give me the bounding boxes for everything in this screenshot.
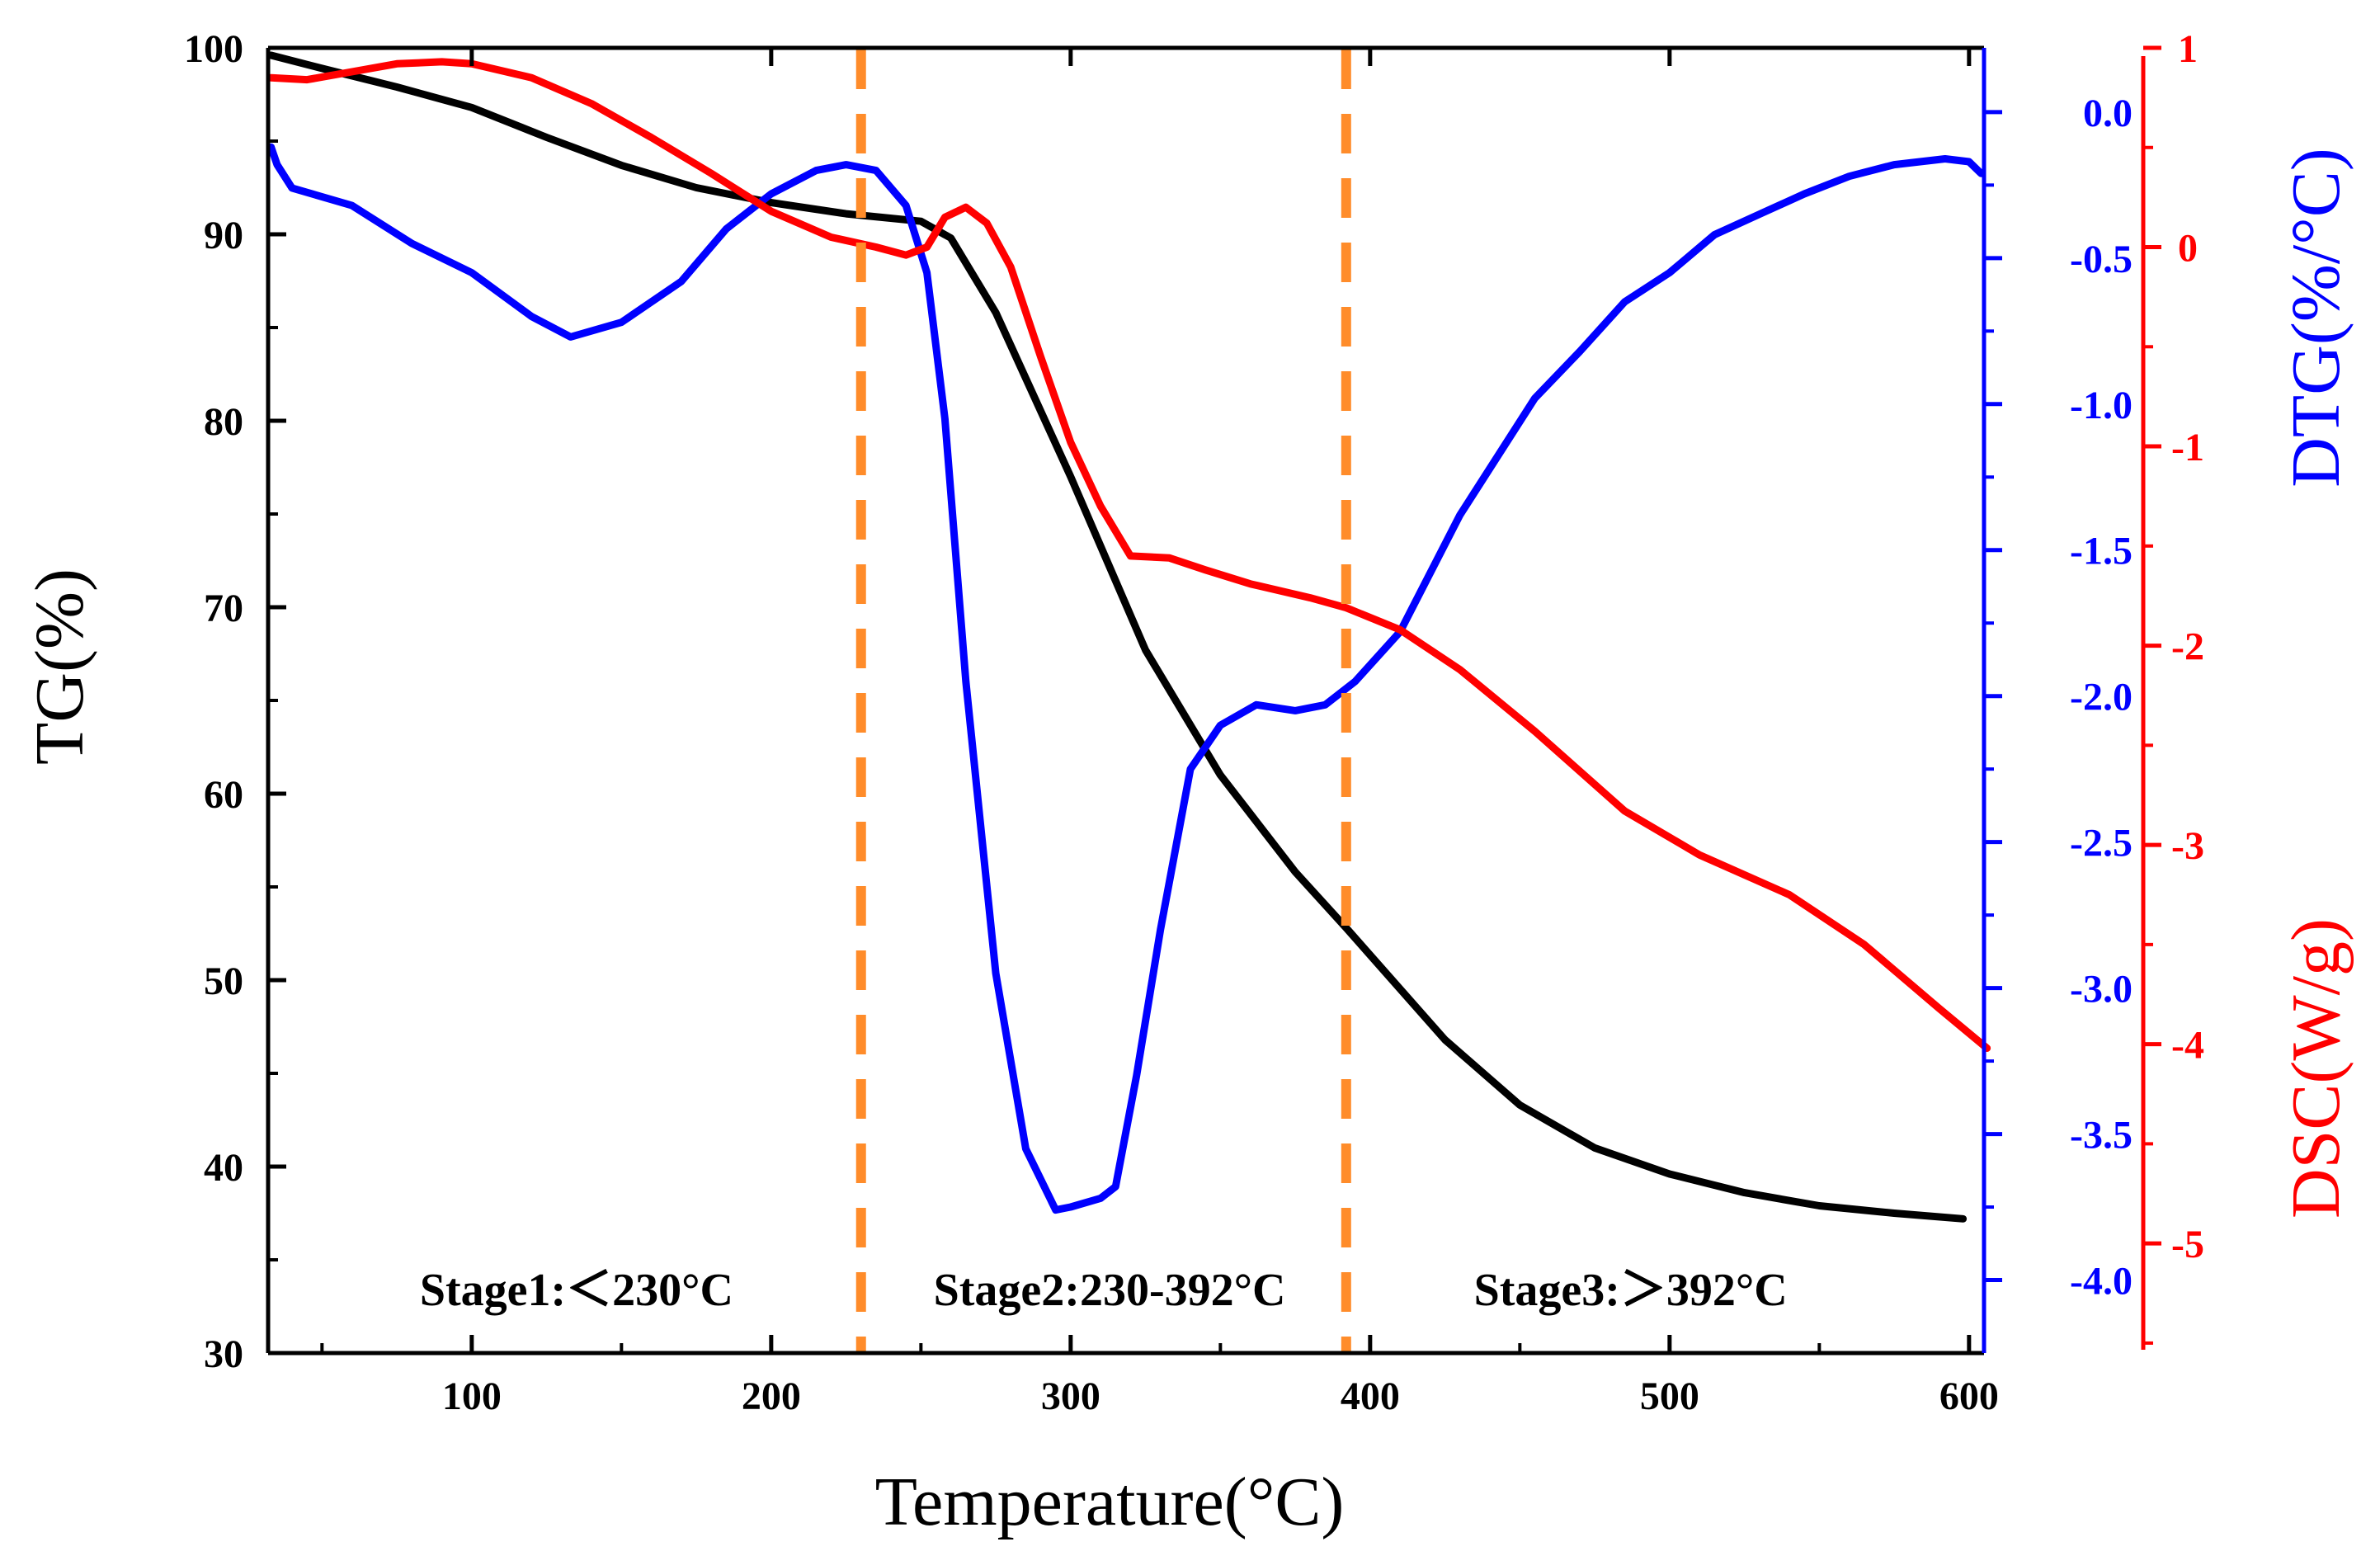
x-tick-label: 400 <box>1341 1374 1400 1418</box>
x-tick-label: 300 <box>1041 1374 1100 1418</box>
tg-axis-title: TG(%) <box>21 568 98 765</box>
dsc-tick-label: -4 <box>2171 1024 2204 1068</box>
dtg-tick-label: -0.5 <box>2070 238 2133 281</box>
dsc-tick-label: -2 <box>2171 625 2204 669</box>
dtg-tick-label: -1.0 <box>2070 384 2133 427</box>
dsc-tick-label: 0 <box>2178 227 2198 271</box>
dtg-tick-label: -1.5 <box>2070 530 2133 573</box>
tg-tick-label: 80 <box>204 400 243 444</box>
x-tick-label: 500 <box>1640 1374 1699 1418</box>
dtg-tick-label: -3.0 <box>2070 968 2133 1011</box>
tg-tick-label: 70 <box>204 587 243 630</box>
tg-tick-label: 50 <box>204 960 243 1003</box>
series-line-dsc <box>267 58 1991 1052</box>
x-tick-label: 600 <box>1939 1374 1999 1418</box>
dtg-tick-label: -4.0 <box>2070 1260 2133 1304</box>
tg-tick-label: 40 <box>204 1146 243 1190</box>
dtg-axis-title: DTG(%/°C) <box>2278 148 2354 488</box>
series-line-dtg <box>267 143 1985 1214</box>
dsc-axis-title: DSC(W/g) <box>2278 918 2354 1219</box>
stage-label: Stage1:＜230°C <box>420 1265 733 1316</box>
dtg-tick-label: 0.0 <box>2083 92 2133 135</box>
tg-tick-label: 90 <box>204 214 243 257</box>
dsc-tick-label: 1 <box>2178 27 2198 71</box>
tg-tick-label: 60 <box>204 773 243 817</box>
x-tick-label: 200 <box>742 1374 801 1418</box>
x-axis-title: Temperature(°C) <box>875 1464 1345 1540</box>
series-line-tg <box>267 51 1968 1223</box>
stage-label: Stage2:230-392°C <box>934 1265 1286 1316</box>
dtg-tick-label: -3.5 <box>2070 1114 2133 1158</box>
dtg-tick-label: -2.5 <box>2070 822 2133 865</box>
dtg-tick-label: -2.0 <box>2070 676 2133 719</box>
stage-label: Stage3:＞392°C <box>1474 1265 1788 1316</box>
dsc-tick-label: -5 <box>2171 1223 2204 1266</box>
x-tick-label: 100 <box>442 1374 502 1418</box>
tg-tick-label: 30 <box>204 1332 243 1376</box>
dsc-tick-label: -1 <box>2171 426 2204 469</box>
tg-tick-label: 100 <box>184 27 243 71</box>
dsc-tick-label: -3 <box>2171 824 2204 868</box>
